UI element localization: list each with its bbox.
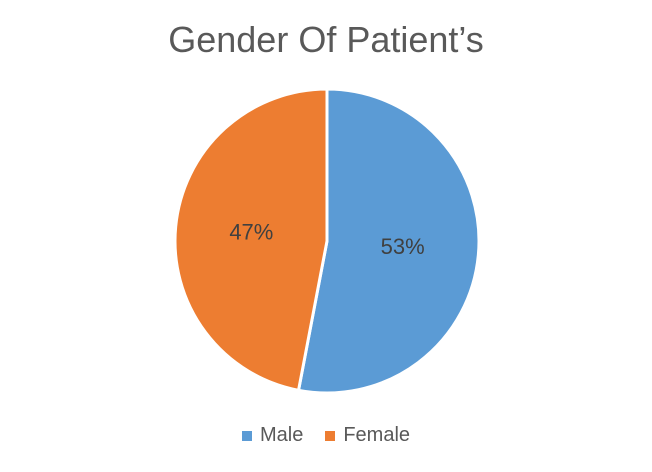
legend-label-female: Female: [343, 424, 411, 446]
data-label-male: 53%: [381, 234, 425, 259]
legend-item-male: Male: [241, 424, 304, 447]
legend-label-male: Male: [259, 424, 304, 446]
legend: Male Female: [0, 424, 652, 447]
legend-item-female: Female: [325, 424, 410, 447]
data-label-female: 47%: [229, 220, 273, 245]
legend-swatch-male: [241, 430, 252, 441]
chart-title: Gender Of Patient’s: [168, 19, 484, 60]
legend-swatch-female: [325, 430, 336, 441]
pie-slice-female: [173, 87, 329, 392]
pie-slice-male: [297, 87, 481, 395]
